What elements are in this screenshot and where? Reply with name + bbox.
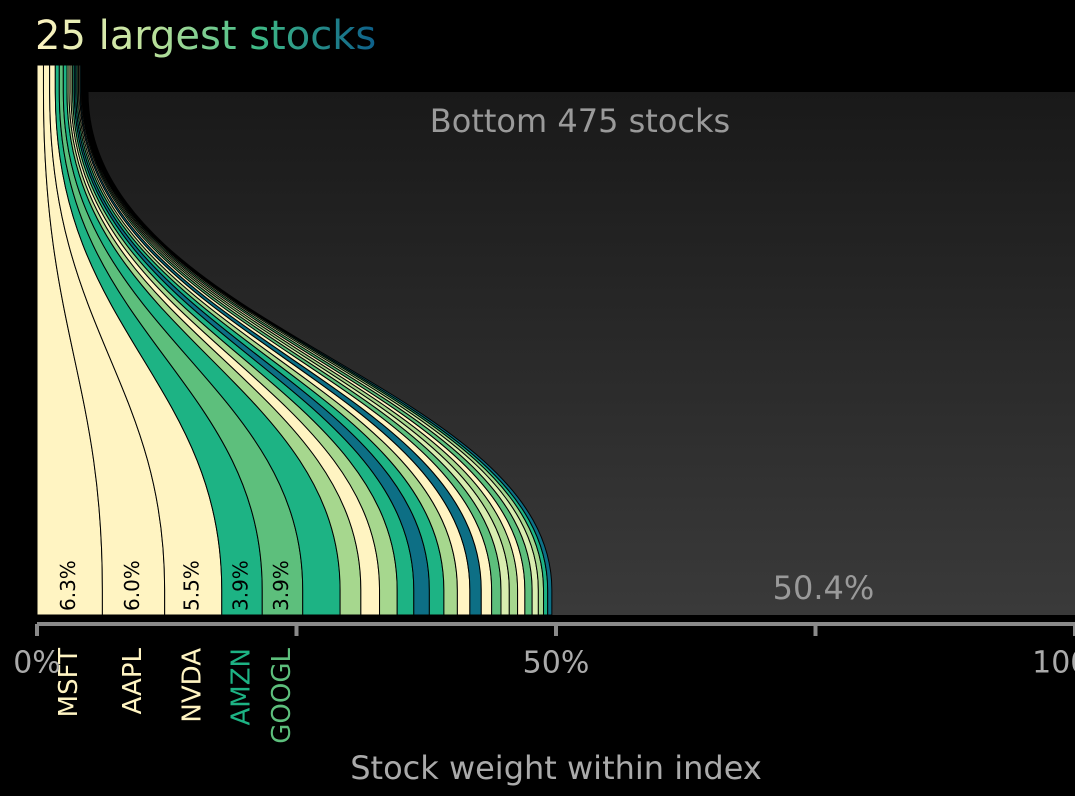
category-label: AMZN <box>227 648 257 725</box>
value-label: 6.3% <box>56 560 80 611</box>
x-tick-label: 50% <box>523 646 590 681</box>
category-label: AAPL <box>118 647 148 714</box>
x-tick-label: 0% <box>13 646 61 681</box>
value-label: 5.5% <box>180 560 204 611</box>
value-label: 3.9% <box>269 560 293 611</box>
category-label: MSFT <box>54 648 84 717</box>
stock-band <box>87 64 553 616</box>
value-label: 3.9% <box>229 560 253 611</box>
others-label: Bottom 475 stocks <box>430 102 730 140</box>
others-value-label: 50.4% <box>773 569 875 607</box>
category-label: NVDA <box>178 648 208 723</box>
x-tick-label: 100% <box>1032 646 1075 681</box>
value-label: 6.0% <box>120 560 144 611</box>
x-axis-title: Stock weight within index <box>350 749 762 787</box>
chart-title: 25 largest stocks <box>35 13 376 59</box>
others-area <box>88 92 1075 615</box>
category-label: GOOGL <box>267 647 297 743</box>
